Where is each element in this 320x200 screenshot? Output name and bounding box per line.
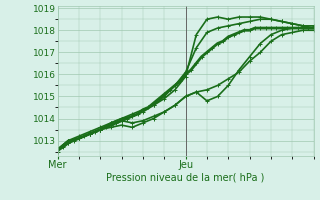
X-axis label: Pression niveau de la mer( hPa ): Pression niveau de la mer( hPa ) [107, 173, 265, 183]
